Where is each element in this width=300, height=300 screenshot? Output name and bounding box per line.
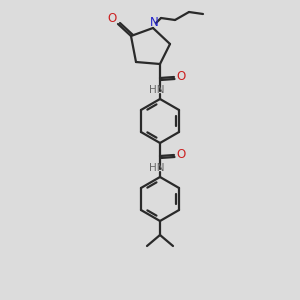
Text: N: N (150, 16, 158, 29)
Text: O: O (176, 70, 186, 83)
Text: O: O (176, 148, 186, 161)
Text: HN: HN (149, 163, 164, 173)
Text: O: O (107, 13, 117, 26)
Text: HN: HN (149, 85, 164, 95)
